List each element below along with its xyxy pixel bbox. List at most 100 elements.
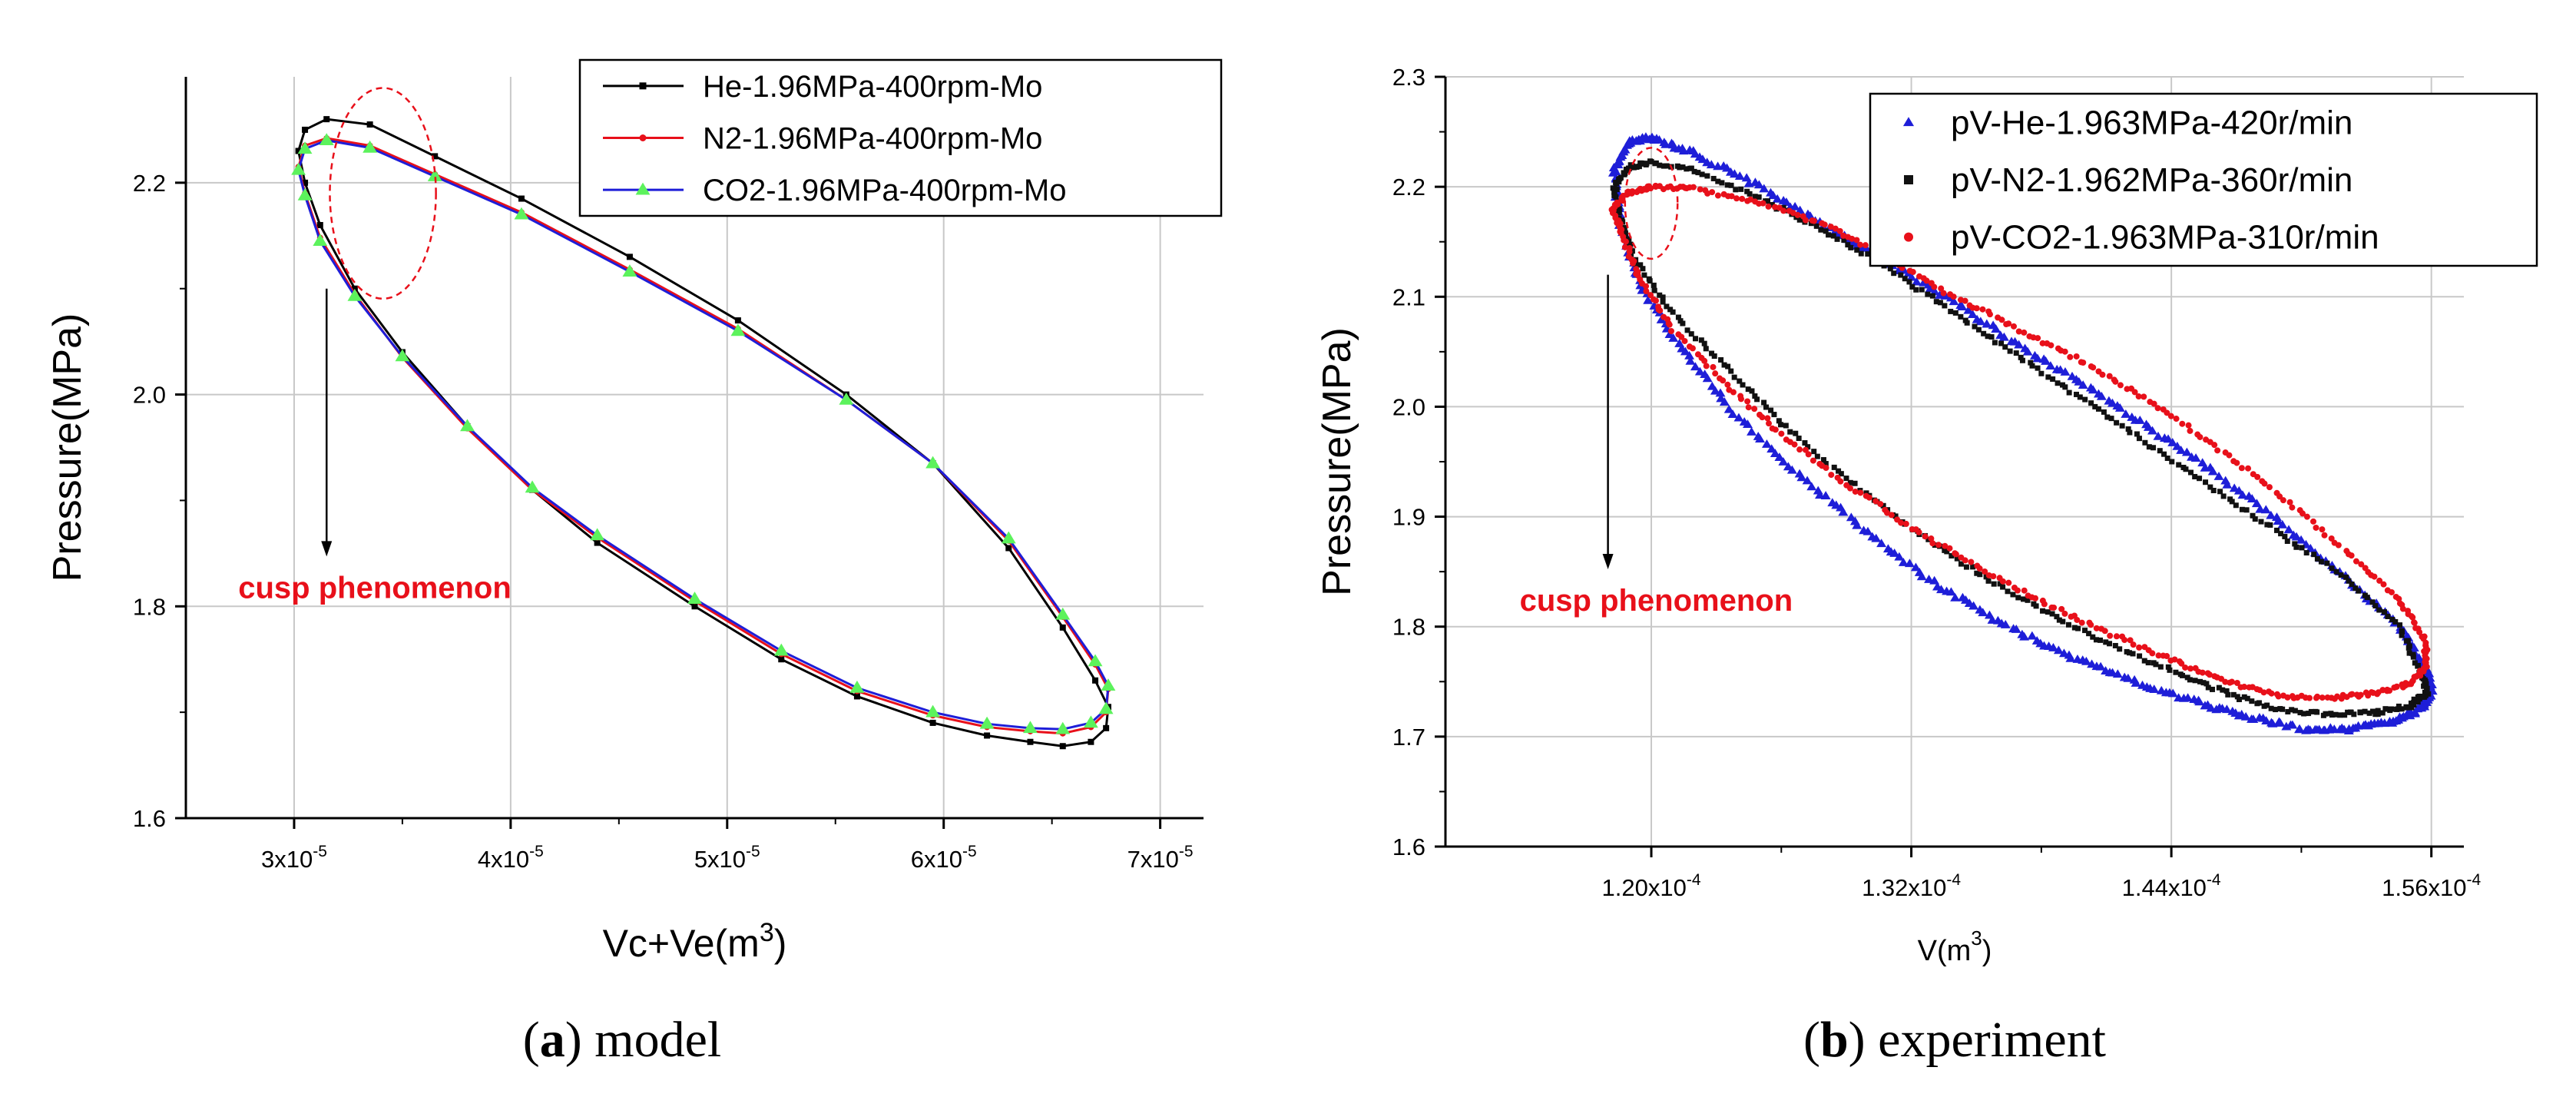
data-point (1892, 513, 1899, 519)
data-point (2177, 671, 2184, 678)
data-point (2065, 621, 2071, 628)
data-point (2167, 657, 2174, 664)
data-point (1832, 225, 1839, 232)
data-point (1737, 393, 1744, 399)
data-point (1621, 170, 1627, 176)
data-point (1909, 283, 1915, 290)
data-point (2268, 705, 2274, 711)
data-point (2098, 625, 2104, 632)
data-point (1657, 162, 1663, 168)
cusp-highlight-circle (1624, 147, 1679, 260)
data-point (1654, 135, 1664, 144)
data-point (2025, 597, 2031, 603)
data-point (2351, 711, 2357, 718)
data-point (2056, 617, 2062, 623)
data-point (1103, 724, 1110, 731)
y-tick-label: 1.7 (1392, 724, 1425, 751)
data-point (2372, 603, 2379, 609)
data-point (2328, 711, 2334, 717)
data-point (2229, 499, 2235, 505)
data-point (2117, 646, 2123, 652)
data-point (2190, 453, 2201, 462)
data-point (2289, 707, 2295, 713)
data-point (1991, 581, 1997, 587)
data-point (1909, 525, 1915, 532)
data-point (2392, 618, 2399, 625)
data-point (2176, 446, 2187, 454)
data-point (1975, 317, 1986, 326)
legend: He-1.96MPa-400rpm-Mo N2-1.96MPa-400rpm-Mo… (578, 58, 1223, 217)
data-point (1719, 180, 1725, 186)
data-point (2236, 696, 2242, 702)
x-tick-label: 1.32x10-4 (1862, 871, 1961, 901)
data-point (2141, 393, 2147, 400)
data-point (1740, 382, 1746, 388)
data-point (1793, 430, 1799, 436)
data-point (1716, 393, 1727, 403)
panel-caption: (b) experiment (1803, 1012, 2106, 1068)
data-point (1764, 198, 1770, 204)
data-point (1902, 520, 1909, 527)
data-point (2136, 644, 2143, 651)
data-point (1958, 313, 1964, 320)
data-point (1891, 270, 1897, 277)
data-point (2220, 493, 2227, 499)
data-point (316, 222, 323, 228)
data-point (2227, 679, 2233, 686)
data-point (2187, 427, 2194, 434)
data-point (1745, 386, 1751, 393)
data-point (2284, 538, 2290, 544)
data-point (1703, 346, 1709, 352)
data-point (1787, 429, 1793, 435)
data-point (1982, 568, 1988, 575)
data-point (2420, 694, 2426, 701)
data-point (2005, 588, 2011, 595)
data-point (1962, 297, 1968, 304)
data-point (2058, 648, 2069, 658)
data-point (1963, 564, 1969, 570)
data-point (2141, 644, 2148, 651)
data-point (319, 133, 334, 146)
data-point (2260, 505, 2271, 514)
data-point (1611, 192, 1617, 198)
data-point (2045, 609, 2051, 615)
data-point (1820, 457, 1826, 463)
data-point (2015, 328, 2022, 335)
data-point (1027, 738, 1034, 745)
data-point (2155, 652, 2162, 659)
data-point (525, 480, 540, 493)
data-point (1982, 319, 1992, 328)
data-point (2254, 712, 2265, 721)
data-point (1952, 310, 1958, 316)
data-point (1776, 418, 1782, 424)
data-point (2086, 619, 2093, 626)
data-point (1841, 237, 1847, 244)
data-point (1872, 498, 1879, 505)
data-point (925, 704, 941, 718)
data-point (1928, 535, 1935, 542)
data-point (2136, 436, 2142, 442)
legend-label: CO2-1.96MPa-400rpm-Mo (703, 174, 1067, 207)
data-point (2045, 361, 2056, 370)
data-point (2017, 629, 2028, 638)
data-point (2413, 698, 2419, 704)
data-point (626, 254, 633, 260)
data-point (1616, 207, 1622, 213)
data-point (1853, 237, 1860, 244)
data-point (2283, 525, 2294, 534)
y-tick-label: 2.2 (1392, 174, 1425, 201)
data-point (2054, 614, 2060, 620)
data-point (1913, 287, 1919, 293)
data-point (1646, 276, 1652, 282)
data-point (1648, 158, 1654, 164)
data-point (2372, 711, 2379, 718)
data-point (2333, 711, 2339, 718)
data-point (2289, 504, 2296, 511)
data-point (1759, 184, 1770, 193)
data-point (2107, 398, 2117, 407)
data-point (2053, 645, 2064, 655)
y-tick-label: 1.8 (133, 593, 166, 620)
data-point (2049, 611, 2055, 617)
data-point (1981, 330, 1987, 336)
data-point (2137, 680, 2147, 689)
